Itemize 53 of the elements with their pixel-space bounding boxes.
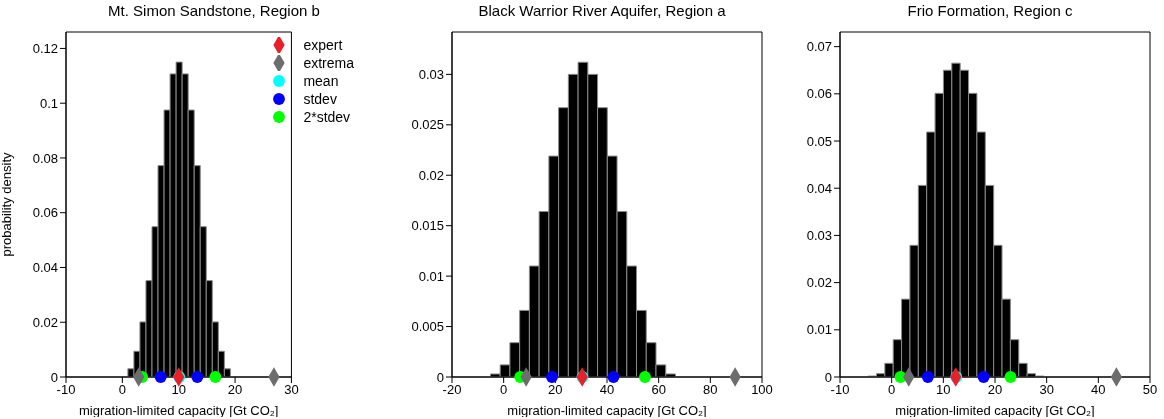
y-tick-label: 0.025 — [411, 117, 444, 133]
x-tick-label: 0 — [888, 382, 896, 398]
legend-label: expert — [303, 37, 343, 53]
y-tick-label: 0.12 — [32, 41, 58, 57]
y-tick-label: 0.015 — [411, 218, 444, 234]
x-tick-label: 0 — [500, 382, 508, 398]
x-tick-label: 20 — [227, 382, 243, 398]
y-tick-label: 0.07 — [806, 39, 832, 55]
x-tick-label: 10 — [936, 382, 951, 398]
x-tick-label: 20 — [548, 382, 563, 398]
x-axis-title: migration-limited capacity [Gt CO₂] — [79, 403, 279, 418]
y-tick-label: 0.06 — [32, 205, 58, 221]
x-axis-title: migration-limited capacity [Gt CO₂] — [895, 403, 1095, 418]
y-tick-label: 0.04 — [806, 180, 832, 196]
y-tick-label: 0.01 — [806, 322, 832, 338]
chart-title: Mt. Simon Sandstone, Region b — [107, 1, 321, 21]
legend-label: 2*stdev — [303, 109, 351, 125]
y-tick-label: 0.03 — [418, 66, 444, 82]
x-tick-label: 40 — [599, 382, 615, 398]
x-tick-label: 30 — [284, 382, 299, 398]
y-tick-label: 0 — [824, 369, 832, 385]
y-tick-label: 0.05 — [806, 133, 832, 149]
x-tick-label: 20 — [987, 382, 1003, 398]
y-tick-label: 0.02 — [32, 314, 58, 330]
y-axis-title: probability density — [0, 151, 14, 257]
y-tick-label: 0.03 — [806, 228, 832, 244]
y-tick-label: 0.02 — [418, 167, 444, 183]
x-tick-label: -10 — [56, 382, 76, 398]
chart-title: Black Warrior River Aquifer, Region a — [477, 1, 727, 21]
chart-title: Frio Formation, Region c — [906, 1, 1074, 21]
x-tick-label: 50 — [1142, 382, 1158, 398]
y-tick-label: 0.06 — [806, 86, 832, 102]
y-tick-label: 0 — [436, 369, 444, 385]
x-tick-label: 0 — [118, 382, 126, 398]
x-tick-label: 80 — [703, 382, 718, 398]
x-tick-label: -20 — [442, 382, 462, 398]
y-tick-label: 0.01 — [418, 268, 444, 284]
x-tick-label: -10 — [830, 382, 850, 398]
x-tick-label: 10 — [171, 382, 186, 398]
x-tick-label: 40 — [1091, 382, 1106, 398]
x-tick-label: 100 — [751, 382, 773, 398]
x-tick-label: 30 — [1039, 382, 1054, 398]
legend-label: mean — [303, 73, 339, 89]
x-axis-title: migration-limited capacity [Gt CO₂] — [507, 403, 707, 418]
y-tick-label: 0.02 — [806, 275, 832, 291]
y-tick-label: 0.005 — [411, 319, 444, 335]
y-tick-label: 0.08 — [32, 150, 58, 166]
y-tick-label: 0.04 — [32, 260, 58, 276]
y-tick-label: 0 — [50, 369, 58, 385]
legend-label: stdev — [303, 91, 337, 107]
x-tick-label: 60 — [651, 382, 666, 398]
y-tick-label: 0.1 — [39, 95, 58, 111]
legend-label: extrema — [303, 55, 354, 71]
